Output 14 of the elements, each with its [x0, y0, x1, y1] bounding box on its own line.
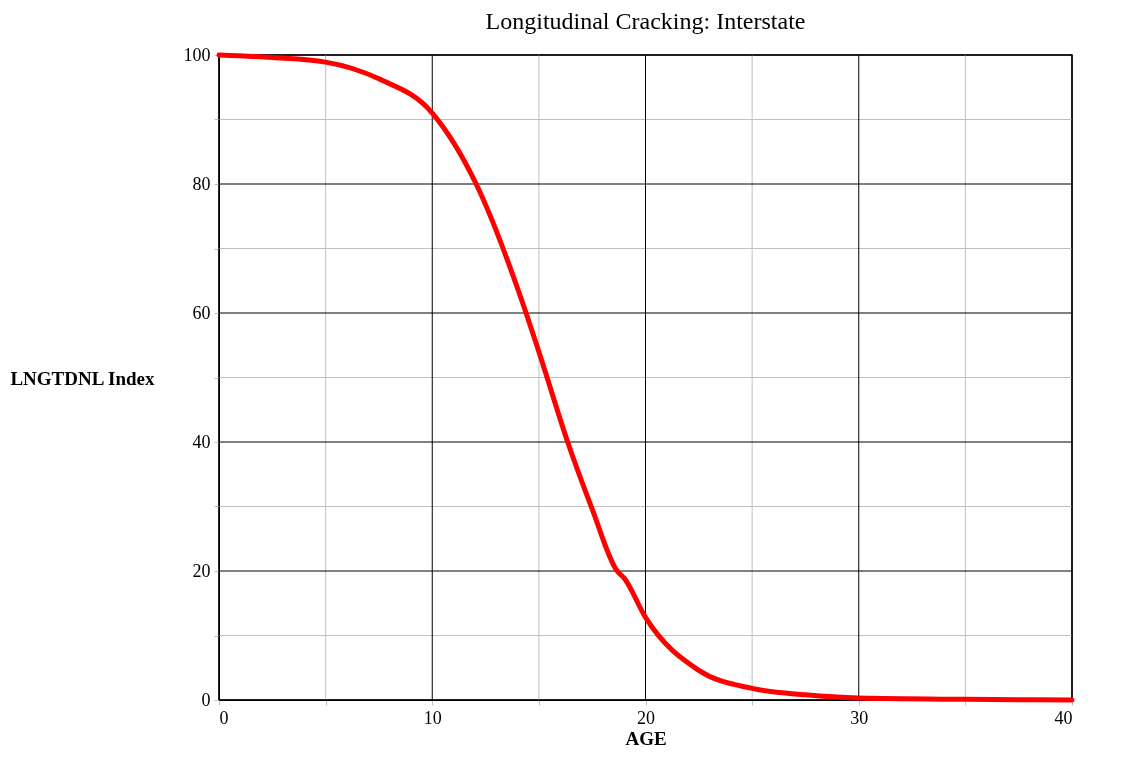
- x-tick-label: 30: [850, 707, 869, 728]
- x-axis-title: AGE: [625, 727, 667, 749]
- x-tick-label: 0: [219, 707, 229, 728]
- y-tick-label: 60: [192, 302, 211, 323]
- x-tick-label: 10: [423, 707, 442, 728]
- y-tick-label: 80: [192, 173, 211, 194]
- y-tick-label: 100: [183, 44, 211, 65]
- y-tick-label: 20: [192, 560, 211, 581]
- x-tick-label: 20: [637, 707, 655, 728]
- y-tick-label: 40: [192, 431, 211, 452]
- y-tick-label: 0: [201, 689, 211, 710]
- chart-title: Longitudinal Cracking: Interstate: [485, 8, 806, 34]
- x-tick-label: 40: [1054, 707, 1073, 728]
- y-axis-title: LNGTDNL Index: [10, 367, 155, 389]
